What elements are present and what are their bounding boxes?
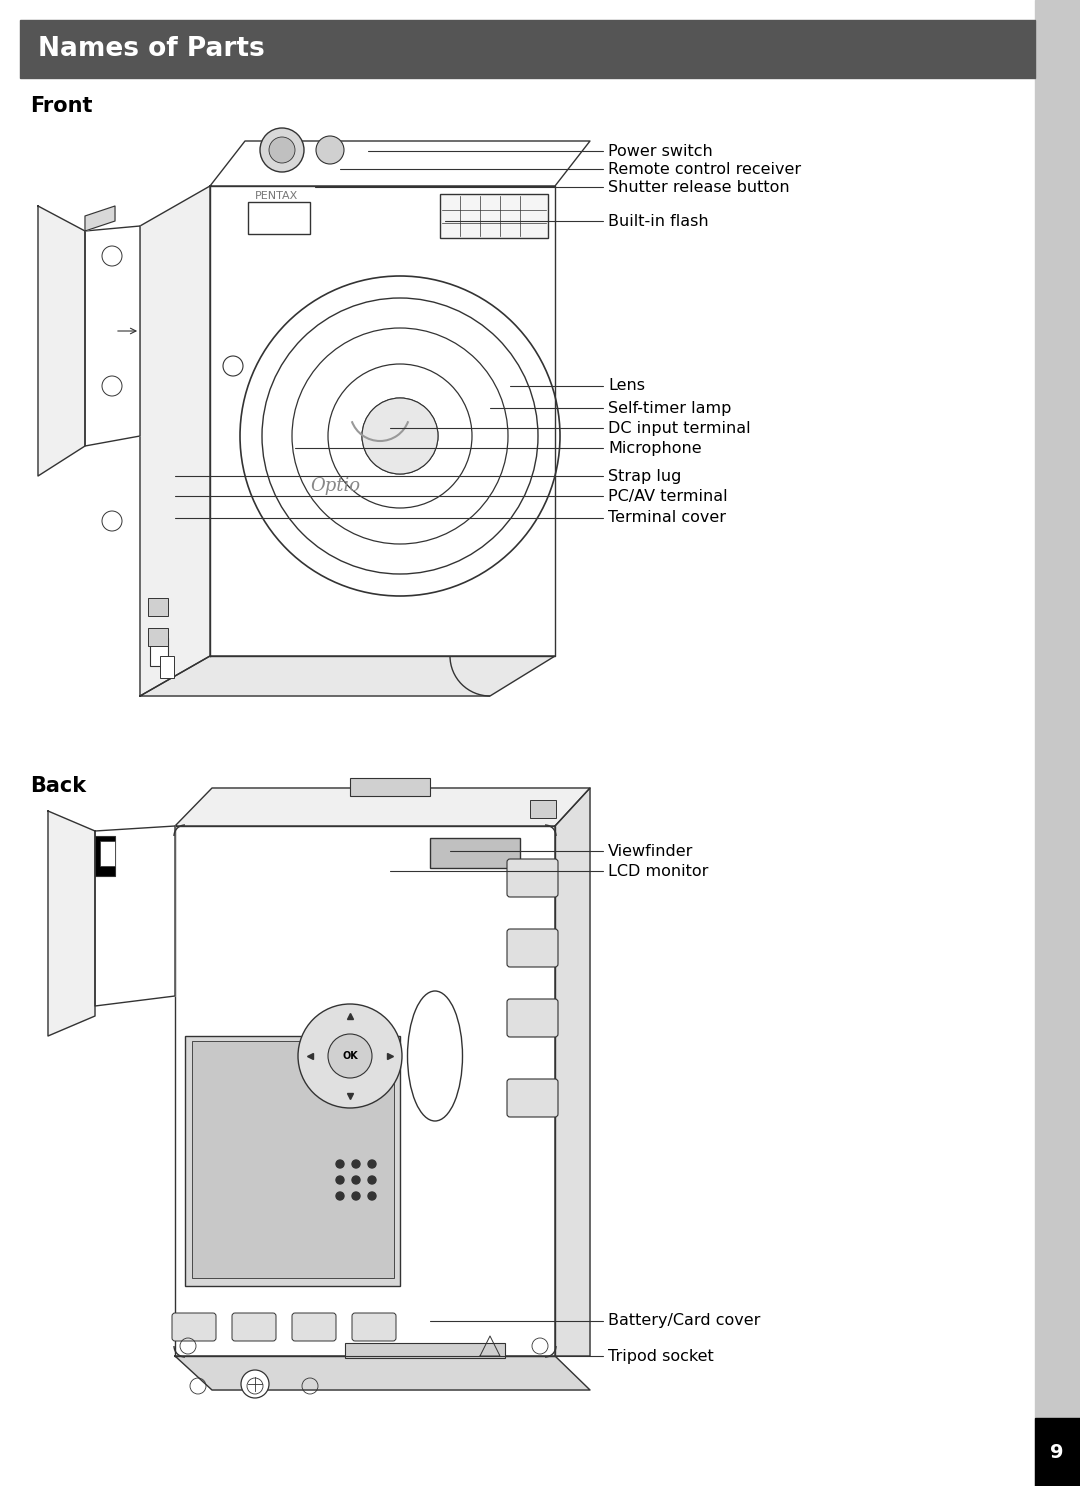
FancyBboxPatch shape [507, 999, 558, 1037]
Polygon shape [38, 207, 85, 476]
Polygon shape [210, 186, 555, 655]
Text: Names of Parts: Names of Parts [38, 36, 265, 62]
Text: 9: 9 [1050, 1443, 1064, 1462]
Text: DC input terminal: DC input terminal [608, 421, 751, 435]
Text: Power switch: Power switch [608, 144, 713, 159]
Circle shape [352, 1161, 360, 1168]
Text: Microphone: Microphone [608, 440, 702, 456]
Bar [160, 655, 174, 678]
Bar [100, 841, 114, 866]
Bar [350, 779, 430, 796]
Text: Back: Back [30, 776, 86, 796]
Polygon shape [555, 788, 590, 1357]
Text: Strap lug: Strap lug [608, 468, 681, 483]
Circle shape [362, 398, 438, 474]
Text: Tripod socket: Tripod socket [608, 1348, 714, 1364]
Text: Viewfinder: Viewfinder [608, 844, 693, 859]
Polygon shape [85, 226, 140, 446]
Text: Terminal cover: Terminal cover [608, 511, 726, 526]
Text: Shutter release button: Shutter release button [608, 180, 789, 195]
Polygon shape [210, 141, 590, 186]
Polygon shape [175, 788, 590, 826]
Bar [1035, 1418, 1080, 1486]
Polygon shape [95, 826, 175, 1006]
FancyBboxPatch shape [352, 1314, 396, 1340]
Circle shape [316, 137, 345, 163]
Bar [185, 1036, 400, 1285]
Polygon shape [140, 655, 555, 695]
Text: Lens: Lens [608, 379, 645, 394]
FancyBboxPatch shape [507, 929, 558, 967]
Circle shape [368, 1161, 376, 1168]
Circle shape [336, 1175, 345, 1184]
Circle shape [241, 1370, 269, 1398]
Bar [440, 195, 548, 238]
Polygon shape [85, 207, 114, 230]
Text: OK: OK [342, 1051, 357, 1061]
Bar [430, 838, 519, 868]
Circle shape [352, 1175, 360, 1184]
Bar [148, 597, 168, 617]
Text: LCD monitor: LCD monitor [608, 863, 708, 878]
FancyBboxPatch shape [292, 1314, 336, 1340]
Circle shape [328, 1034, 372, 1077]
Circle shape [352, 1192, 360, 1201]
Text: PC/AV terminal: PC/AV terminal [608, 489, 728, 504]
FancyBboxPatch shape [507, 859, 558, 898]
Circle shape [368, 1175, 376, 1184]
Text: Optio: Optio [310, 477, 360, 495]
Text: Front: Front [30, 97, 93, 116]
Bar [148, 629, 168, 646]
Circle shape [298, 1005, 402, 1109]
Text: Self-timer lamp: Self-timer lamp [608, 401, 731, 416]
Bar [530, 799, 556, 817]
FancyBboxPatch shape [172, 1314, 216, 1340]
Text: Remote control receiver: Remote control receiver [608, 162, 801, 177]
Bar [1035, 0, 1080, 1486]
Text: PENTAX: PENTAX [255, 192, 298, 201]
Circle shape [368, 1192, 376, 1201]
Circle shape [336, 1161, 345, 1168]
FancyBboxPatch shape [507, 1079, 558, 1117]
Bar [192, 1042, 394, 1278]
Polygon shape [175, 1357, 590, 1389]
Bar [345, 1343, 505, 1358]
Circle shape [269, 137, 295, 163]
FancyBboxPatch shape [232, 1314, 276, 1340]
Circle shape [260, 128, 303, 172]
Polygon shape [48, 811, 95, 1036]
Bar [248, 202, 310, 233]
Text: Built-in flash: Built-in flash [608, 214, 708, 229]
Circle shape [336, 1192, 345, 1201]
Bar [95, 837, 114, 877]
Text: Battery/Card cover: Battery/Card cover [608, 1314, 760, 1328]
Polygon shape [140, 186, 210, 695]
Bar [150, 637, 168, 666]
Bar [21, 19, 1035, 77]
Polygon shape [175, 826, 555, 1357]
